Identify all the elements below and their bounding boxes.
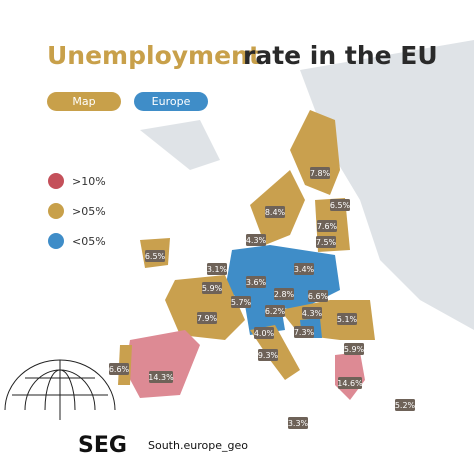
- label-box: [274, 288, 294, 300]
- legend-label: >10%: [72, 175, 106, 188]
- legend-label: >05%: [72, 205, 106, 218]
- label-box: [258, 349, 278, 361]
- handle: South.europe_geo: [148, 439, 248, 452]
- value-label: 5.9%: [202, 284, 223, 293]
- label-box: [395, 399, 415, 411]
- value-label: 6.5%: [330, 201, 351, 210]
- value-label: 7.6%: [317, 222, 338, 231]
- label-box: [344, 343, 364, 355]
- value-label: 7.5%: [316, 238, 337, 247]
- label-box: [294, 263, 314, 275]
- label-box: [330, 199, 350, 211]
- value-label: 5.2%: [395, 401, 416, 410]
- globe-logo: [4, 359, 116, 420]
- france: [165, 275, 245, 340]
- legend-swatch: [48, 233, 64, 249]
- land-north: [140, 120, 220, 170]
- value-label: 14.3%: [148, 373, 174, 382]
- pill[interactable]: [47, 92, 121, 111]
- title-rest: rate in the EU: [243, 41, 438, 70]
- value-label: 7.8%: [310, 169, 331, 178]
- value-label: 5.7%: [231, 298, 252, 307]
- label-box: [254, 327, 274, 339]
- label-box: [316, 236, 336, 248]
- pill-text[interactable]: Map: [72, 95, 95, 108]
- land-east: [300, 40, 474, 330]
- value-label: 9.3%: [258, 351, 279, 360]
- pill-text[interactable]: Europe: [152, 95, 191, 108]
- label-box: [308, 290, 328, 302]
- value-label: 8.4%: [265, 208, 286, 217]
- logo-text: SEG: [78, 433, 127, 458]
- value-label: 6.2%: [265, 307, 286, 316]
- label-box: [246, 276, 266, 288]
- label-box: [231, 296, 251, 308]
- value-label: 6.6%: [308, 292, 329, 301]
- value-label: 4.3%: [302, 309, 323, 318]
- value-label: 3.4%: [294, 265, 315, 274]
- value-label: 6.6%: [109, 365, 130, 374]
- value-label: 2.8%: [274, 290, 295, 299]
- value-label: 4.0%: [254, 329, 275, 338]
- label-box: [109, 363, 129, 375]
- value-label: 3.6%: [246, 278, 267, 287]
- label-box: [265, 206, 285, 218]
- label-box: [207, 263, 227, 275]
- value-label: 7.9%: [197, 314, 218, 323]
- value-label: 3.3%: [288, 419, 309, 428]
- legend-swatch: [48, 203, 64, 219]
- label-box: [294, 326, 314, 338]
- label-box: [197, 312, 217, 324]
- label-box: [310, 167, 330, 179]
- label-box: [246, 234, 266, 246]
- label-box: [337, 313, 357, 325]
- label-box: [265, 305, 285, 317]
- value-label: 6.5%: [145, 252, 166, 261]
- label-box: [202, 282, 222, 294]
- label-box: [149, 371, 173, 383]
- value-label: 4.3%: [246, 236, 267, 245]
- label-box: [288, 417, 308, 429]
- value-label: 5.1%: [337, 315, 358, 324]
- legend-swatch: [48, 173, 64, 189]
- pill[interactable]: [134, 92, 208, 111]
- label-box: [317, 220, 337, 232]
- value-label: 5.9%: [344, 345, 365, 354]
- label-box: [338, 377, 362, 389]
- value-label: 14.6%: [337, 379, 363, 388]
- label-box: [302, 307, 322, 319]
- legend-label: <05%: [72, 235, 106, 248]
- label-box: [145, 250, 165, 262]
- spain: [125, 330, 200, 398]
- title-highlight: Unemployment: [47, 41, 261, 70]
- value-labels: 7.8% 6.5% 8.4% 7.6% 4.3% 7.5% 6.5% 3.1% 3.6% 3.4%…: [109, 167, 416, 429]
- value-label: 7.3%: [294, 328, 315, 337]
- value-label: 3.1%: [207, 265, 228, 274]
